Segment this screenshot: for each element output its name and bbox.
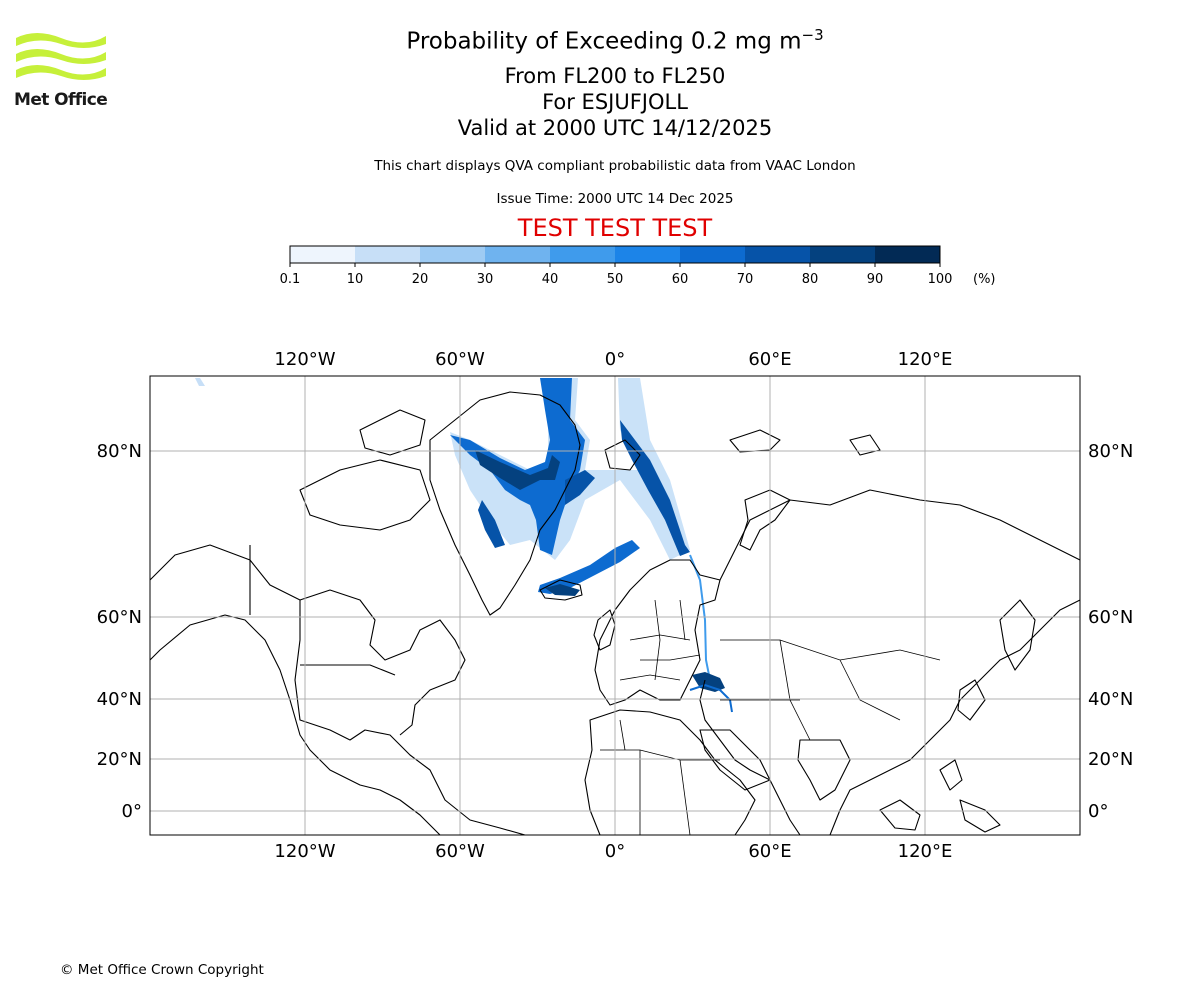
chart-description: This chart displays QVA compliant probab… — [374, 158, 856, 174]
country-borders — [600, 599, 941, 835]
hudson-labrador-coast — [299, 589, 466, 736]
colorbar: 0.1 10 20 30 40 50 60 70 80 90 100 (%) — [280, 245, 996, 287]
colorbar-bin-0 — [290, 246, 356, 263]
map-area[interactable] — [150, 376, 1080, 835]
lon-label-bottom-120w: 120°W — [274, 841, 335, 862]
lat-label-left-60n: 60°N — [97, 607, 142, 628]
test-banner: TEST TEST TEST — [517, 214, 713, 242]
colorbar-bin-1 — [355, 246, 421, 263]
colorbar-tick-label-10: 100 — [928, 272, 953, 287]
flight-level-range: From FL200 to FL250 — [504, 64, 726, 88]
svalbard-islands — [604, 429, 881, 471]
copyright-footer: © Met Office Crown Copyright — [60, 962, 264, 978]
arabia — [699, 729, 771, 791]
plume-branch-central — [565, 470, 595, 505]
lon-label-top-60e: 60°E — [748, 349, 791, 370]
graticule — [150, 376, 1080, 835]
plume-trail-east-europe — [689, 554, 713, 691]
colorbar-tick-label-4: 40 — [542, 272, 559, 287]
colorbar-bin-6 — [680, 246, 746, 263]
colorbar-tick-label-8: 80 — [802, 272, 819, 287]
asia-borders — [720, 639, 941, 741]
colorbar-bin-7 — [745, 246, 811, 263]
british-isles — [593, 609, 616, 651]
plume-core-west — [475, 450, 560, 490]
africa-coast — [584, 709, 756, 835]
lat-label-left-0: 0° — [122, 801, 142, 822]
plume-core-north — [450, 378, 585, 555]
arctic-archipelago — [299, 409, 431, 531]
lat-label-left-40n: 40°N — [97, 689, 142, 710]
colorbar-bin-9 — [875, 246, 941, 263]
colorbar-tick-label-7: 70 — [737, 272, 754, 287]
africa-borders — [600, 719, 720, 835]
colorbar-bin-8 — [810, 246, 876, 263]
colorbar-bin-3 — [485, 246, 551, 263]
lon-label-bottom-120e: 120°E — [898, 841, 953, 862]
met-office-waves-icon — [16, 33, 106, 80]
lat-label-right-20n: 20°N — [1088, 749, 1133, 770]
lon-label-bottom-0: 0° — [605, 841, 625, 862]
coastlines — [150, 391, 1080, 835]
colorbar-bin-5 — [615, 246, 681, 263]
plume-trail-caucasus — [689, 683, 733, 713]
valid-time: Valid at 2000 UTC 14/12/2025 — [457, 116, 773, 140]
plume-core-east — [620, 420, 690, 556]
se-asia-islands — [879, 759, 1001, 833]
lat-label-right-80n: 80°N — [1088, 441, 1133, 462]
plume-streak-arctic — [195, 378, 205, 386]
colorbar-tick-label-9: 90 — [867, 272, 884, 287]
logo-text: Met Office — [14, 90, 108, 110]
lat-label-right-40n: 40°N — [1088, 689, 1133, 710]
lat-label-right-0: 0° — [1088, 801, 1108, 822]
plume-arc-inner — [545, 584, 580, 596]
subtitle-block: From FL200 to FL250 For ESJUFJOLL Valid … — [0, 63, 1200, 141]
lat-label-left-20n: 20°N — [97, 749, 142, 770]
met-office-logo: Met Office — [14, 28, 108, 114]
lon-label-top-60w: 60°W — [435, 349, 485, 370]
novaya-zemlya — [739, 489, 791, 551]
greenland-coast — [429, 391, 581, 616]
kamchatka-japan — [957, 599, 1036, 721]
us-canada-border — [300, 664, 396, 676]
lat-label-left-80n: 80°N — [97, 441, 142, 462]
colorbar-bin-4 — [550, 246, 616, 263]
lon-label-bottom-60w: 60°W — [435, 841, 485, 862]
lon-label-top-120e: 120°E — [898, 349, 953, 370]
north-america-coast — [150, 544, 526, 835]
colorbar-unit: (%) — [973, 272, 996, 287]
colorbar-tick-label-2: 20 — [412, 272, 429, 287]
lon-label-top-120w: 120°W — [274, 349, 335, 370]
colorbar-tick-label-1: 10 — [347, 272, 364, 287]
europe-borders — [619, 599, 701, 681]
india — [797, 739, 851, 801]
colorbar-tick-label-0: 0.1 — [280, 272, 301, 287]
colorbar-bin-2 — [420, 246, 486, 263]
map-frame — [149, 375, 1081, 836]
lat-label-right-60n: 60°N — [1088, 607, 1133, 628]
colorbar-tick-label-3: 30 — [477, 272, 494, 287]
colorbar-tick-label-5: 50 — [607, 272, 624, 287]
plume-branch-sw — [478, 500, 505, 548]
iceland — [539, 579, 583, 601]
volcano-name: For ESJUFJOLL — [542, 90, 688, 114]
colorbar-tick-label-6: 60 — [672, 272, 689, 287]
lon-label-bottom-60e: 60°E — [748, 841, 791, 862]
asia-coast — [699, 489, 1080, 835]
chart-title: Probability of Exceeding 0.2 mg m−3 — [406, 26, 824, 55]
issue-time: Issue Time: 2000 UTC 14 Dec 2025 — [496, 191, 734, 207]
lon-label-top-0: 0° — [605, 349, 625, 370]
